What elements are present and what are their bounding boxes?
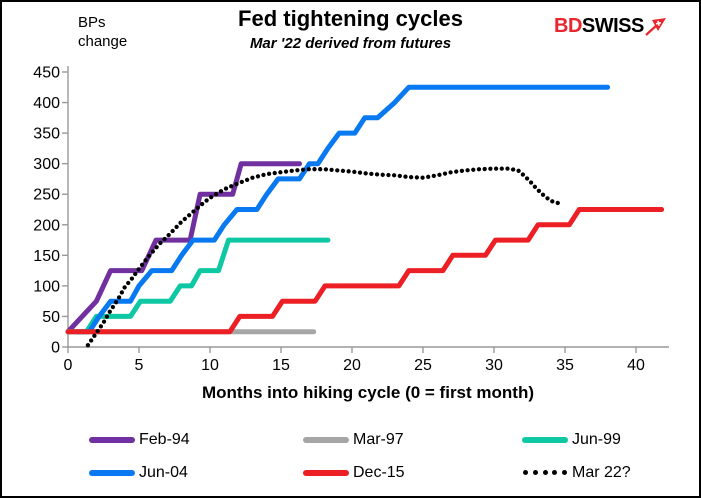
series-line-jun-04: [74, 84, 611, 335]
y-tick-label: 150: [33, 248, 60, 265]
legend-label-jun-04: Jun-04: [139, 463, 188, 481]
y-tick-label: 250: [33, 187, 60, 204]
legend-item-dec-15: Dec-15: [303, 463, 405, 481]
y-tick-label: 450: [33, 65, 60, 82]
legend-label-mar-22: Mar 22?: [572, 463, 631, 481]
legend-label-dec-15: Dec-15: [353, 463, 405, 481]
series-line-mar-22-: [85, 166, 562, 348]
x-tick-label: 30: [485, 357, 503, 374]
legend-item-mar-97: Mar-97: [303, 430, 404, 448]
legend-label-mar-97: Mar-97: [353, 430, 404, 448]
legend-swatch-mar-97: [303, 436, 349, 443]
x-tick-label: 15: [272, 357, 290, 374]
chart-subtitle: Mar '22 derived from futures: [249, 35, 452, 52]
legend-item-jun-99: Jun-99: [522, 430, 621, 448]
x-tick-label: 0: [64, 357, 73, 374]
legend-swatch-jun-99: [522, 436, 568, 443]
legend-item-mar-22: Mar 22?: [522, 463, 631, 481]
x-tick-label: 5: [135, 357, 144, 374]
logo-swiss-text: SWISS: [581, 15, 644, 37]
chart-title: Fed tightening cycles: [238, 6, 463, 31]
legend-label-jun-99: Jun-99: [572, 430, 621, 448]
legend-swatch-dec-15: [303, 469, 349, 476]
x-tick-label: 10: [201, 357, 219, 374]
x-tick-label: 25: [414, 357, 432, 374]
bdswiss-logo: BD SWISS: [554, 15, 667, 38]
legend-item-feb-94: Feb-94: [89, 430, 190, 448]
x-tick-label: 40: [627, 357, 645, 374]
logo-arrow-icon: [645, 17, 666, 36]
legend-swatch-mar-22: [522, 470, 568, 476]
y-tick-label: 350: [33, 126, 60, 143]
legend-swatch-jun-04: [89, 469, 135, 476]
y-tick-label: 300: [33, 156, 60, 173]
y-tick-label: 100: [33, 278, 60, 295]
series-line-feb-94: [65, 161, 302, 335]
y-tick-label: 0: [51, 340, 60, 357]
y-tick-label: 400: [33, 95, 60, 112]
x-tick-label: 20: [343, 357, 361, 374]
legend-label-feb-94: Feb-94: [139, 430, 190, 448]
legend-swatch-feb-94: [89, 436, 135, 443]
legend-item-jun-04: Jun-04: [89, 463, 188, 481]
x-axis-label: Months into hiking cycle (0 = first mont…: [202, 383, 534, 402]
y-tick-label: 50: [42, 309, 60, 326]
x-tick-label: 35: [556, 357, 574, 374]
y-axis-unit-label: BPs change: [78, 14, 128, 50]
series-line-dec-15: [65, 207, 665, 335]
logo-bd-text: BD: [554, 15, 582, 37]
y-tick-label: 200: [33, 217, 60, 234]
